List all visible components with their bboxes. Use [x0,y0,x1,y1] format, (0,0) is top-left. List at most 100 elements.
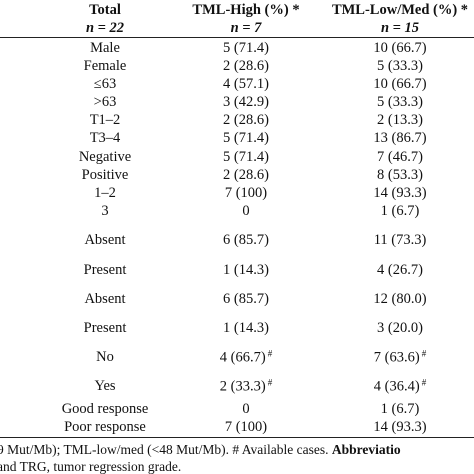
row-label: No [96,348,114,365]
cell-value: 5 (71.4) [223,41,269,56]
row-label: Present [83,319,127,336]
cell-text: 11 (73.3) [373,231,427,248]
column-subheader: n = 7 [230,19,262,36]
row-label: Absent [84,231,126,248]
cell-value: 4 (36.4) # [374,378,426,394]
row-label: Male [90,39,120,56]
cell-text: 12 (80.0) [373,290,427,307]
note-mark: # [267,377,273,388]
cell-value: 0 [242,402,249,417]
column-subheader: n = 15 [380,19,420,36]
note-mark: # [267,348,273,359]
cell-value: 6 (85.7) [223,233,269,248]
cell-value: 11 (73.3) [374,233,427,248]
cell-text: 7 (100) [224,184,268,201]
row-label: T1–2 [89,111,121,128]
cell-text: 6 (85.7) [223,290,269,307]
cell-value: 2 (28.6) [223,168,269,183]
cell-value: 1 (6.7) [381,402,420,417]
cell-text: 7 (46.7) [377,148,423,165]
cell-value: 7 (63.6) # [374,349,426,365]
cell-value: 0 [242,204,249,219]
row-label: Female [83,57,127,74]
row-label: Present [83,261,127,278]
note-mark: # [421,348,427,359]
cell-text: 1 (14.3) [223,261,269,278]
cell-text: 8 (53.3) [377,166,423,183]
footnote: 9 Mut/Mb); TML-low/med (<48 Mut/Mb). # A… [0,442,401,458]
cell-text: 14 (93.3) [373,418,427,435]
cell-text: 10 (66.7) [373,75,427,92]
cell-text: 3 (42.9) [223,93,269,110]
cell-text: 10 (66.7) [373,39,427,56]
cell-text: 1 (6.7) [380,400,420,417]
column-header: Total [89,1,121,18]
cell-value: 8 (53.3) [377,168,423,183]
row-label: Positive [81,166,129,183]
cell-value: 7 (46.7) [377,150,423,165]
column-header: TML-High (%) * [192,1,300,18]
footnote-text: 9 Mut/Mb); TML-low/med (<48 Mut/Mb). # A… [0,442,329,457]
cell-text: 5 (33.3) [377,57,423,74]
cell-value: 10 (66.7) [373,77,426,92]
cell-text: 7 (100) [224,418,268,435]
cell-value: 12 (80.0) [373,292,426,307]
cell-value: 4 (26.7) [377,263,423,278]
row-label: Poor response [64,418,146,435]
cell-value: 4 (57.1) [223,77,269,92]
cell-text: 5 (71.4) [223,148,269,165]
cell-value: 7 (100) [225,186,267,201]
cell-value: 7 (100) [225,420,267,435]
header-rule [0,37,474,38]
cell-text: 1 (6.7) [380,202,420,219]
cell-value: 3 (42.9) [223,95,269,110]
cell-value: 14 (93.3) [373,186,426,201]
cell-text: 13 (86.7) [373,129,427,146]
cell-value: 2 (13.3) [377,113,423,128]
cell-text: 2 (28.6) [223,166,269,183]
cell-text: 2 (33.3) [219,378,266,395]
row-label: ≤63 [93,75,117,92]
cell-text: 7 (63.6) [373,349,420,366]
row-label: Yes [94,377,116,394]
cell-text: 14 (93.3) [373,184,427,201]
cell-value: 5 (33.3) [377,59,423,74]
cell-value: 1 (14.3) [223,321,269,336]
cell-text: 2 (28.6) [223,111,269,128]
cell-value: 2 (28.6) [223,113,269,128]
row-label: >63 [93,93,117,110]
row-label: 3 [101,202,109,219]
cell-value: 1 (6.7) [381,204,420,219]
cell-value: 4 (66.7) # [220,349,272,365]
cell-text: 2 (28.6) [223,57,269,74]
cell-text: 4 (26.7) [377,261,423,278]
cell-text: 5 (33.3) [377,93,423,110]
row-label: Good response [61,400,149,417]
cell-text: 0 [242,202,250,219]
cell-text: 3 (20.0) [377,319,423,336]
cell-value: 13 (86.7) [373,131,426,146]
cell-text: 0 [242,400,250,417]
cell-value: 14 (93.3) [373,420,426,435]
cell-text: 4 (57.1) [223,75,269,92]
column-subheader: n = 22 [85,19,125,36]
cell-value: 1 (14.3) [223,263,269,278]
column-header: TML-Low/Med (%) * [331,1,469,18]
row-label: Negative [78,148,132,165]
bottom-rule [0,437,474,438]
cell-text: 2 (13.3) [377,111,423,128]
cell-value: 5 (33.3) [377,95,423,110]
cell-value: 5 (71.4) [223,150,269,165]
row-label: Absent [84,290,126,307]
cell-value: 5 (71.4) [223,131,269,146]
row-label: T3–4 [89,129,121,146]
cell-value: 2 (28.6) [223,59,269,74]
cell-text: 5 (71.4) [223,129,269,146]
cell-text: 5 (71.4) [223,39,269,56]
cell-value: 3 (20.0) [377,321,423,336]
cell-text: 1 (14.3) [223,319,269,336]
note-mark: # [421,377,427,388]
cell-text: 6 (85.7) [223,231,269,248]
row-label: 1–2 [94,184,116,201]
